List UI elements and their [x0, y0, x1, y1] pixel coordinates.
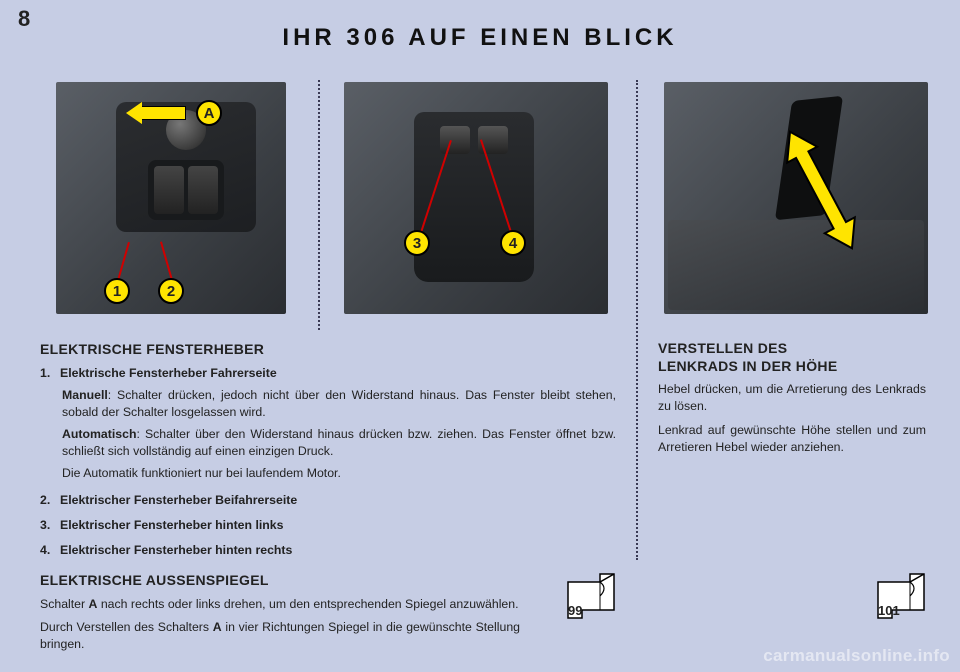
item-2-label: Elektrischer Fensterheber Beifahrerseite [60, 493, 297, 507]
page-title: IHR 306 AUF EINEN BLICK [0, 24, 960, 52]
column-divider-2 [636, 80, 638, 560]
list-item-3: 3.Elektrischer Fensterheber hinten links [40, 517, 616, 534]
heading-lenkrad-l1: VERSTELLEN DES [658, 340, 787, 356]
manuell-para: Manuell: Schalter drücken, jedoch nicht … [40, 387, 616, 421]
list-item-4: 4.Elektrischer Fensterheber hinten recht… [40, 542, 616, 559]
mirror-2a: Durch Verstellen des Schalters [40, 620, 213, 634]
heading-fensterheber: ELEKTRISCHE FENSTERHEBER [40, 340, 616, 359]
mirror-para-2: Durch Verstellen des Schalters A in vier… [40, 619, 520, 653]
auto-label: Automatisch [62, 427, 136, 441]
text-column-right: VERSTELLEN DES LENKRADS IN DER HÖHE Hebe… [658, 336, 926, 463]
arrow-to-mirror-knob [140, 106, 186, 120]
heading-aussenspiegel: ELEKTRISCHE AUSSENSPIEGEL [40, 571, 616, 590]
item-4-label: Elektrischer Fensterheber hinten rechts [60, 543, 292, 557]
auto-text: : Schalter über den Widerstand hinaus dr… [62, 427, 616, 458]
page-ref-101-num: 101 [878, 603, 900, 618]
auto-para: Automatisch: Schalter über den Widerstan… [40, 426, 616, 460]
heading-lenkrad: VERSTELLEN DES LENKRADS IN DER HÖHE [658, 340, 926, 375]
item-3-num: 3. [40, 517, 60, 534]
mirror-1b: nach rechts oder links drehen, um den en… [97, 597, 518, 611]
badge-2: 2 [158, 278, 184, 304]
item-3-label: Elektrischer Fensterheber hinten links [60, 518, 283, 532]
mirror-A-ref-2: A [213, 620, 222, 634]
badge-1: 1 [104, 278, 130, 304]
heading-lenkrad-l2: LENKRADS IN DER HÖHE [658, 358, 837, 374]
page-ref-99-num: 99 [568, 603, 582, 618]
mirror-1a: Schalter [40, 597, 89, 611]
list-item-2: 2.Elektrischer Fensterheber Beifahrersei… [40, 492, 616, 509]
column-divider-1 [318, 80, 320, 330]
item-2-num: 2. [40, 492, 60, 509]
page-ref-99: 99 [560, 572, 618, 622]
divider-dots: ••••••••••••••••••••••••••••••••••••••••… [30, 58, 930, 64]
item-1-label: Elektrische Fensterheber Fahrerseite [60, 366, 277, 380]
photo-rear-console [344, 82, 608, 314]
item-4-num: 4. [40, 542, 60, 559]
badge-3: 3 [404, 230, 430, 256]
text-column-left: ELEKTRISCHE FENSTERHEBER 1.Elektrische F… [40, 336, 616, 659]
item-1-num: 1. [40, 365, 60, 382]
watermark: carmanualsonline.info [763, 646, 950, 666]
lenkrad-p2: Lenkrad auf gewünschte Höhe stellen und … [658, 422, 926, 457]
mirror-para-1: Schalter A nach rechts oder links drehen… [40, 596, 520, 613]
manuell-label: Manuell [62, 388, 108, 402]
badge-4: 4 [500, 230, 526, 256]
manuell-text: : Schalter drücken, jedoch nicht über de… [62, 388, 616, 419]
list-item-1: 1.Elektrische Fensterheber Fahrerseite [40, 365, 616, 382]
double-arrow-height [766, 120, 876, 260]
window-switch-pair [148, 160, 224, 220]
badge-a: A [196, 100, 222, 126]
page-ref-101: 101 [870, 572, 928, 622]
lenkrad-p1: Hebel drücken, um die Arretie­rung des L… [658, 381, 926, 416]
auto-note: Die Automatik funktioniert nur bei laufe… [40, 465, 616, 482]
